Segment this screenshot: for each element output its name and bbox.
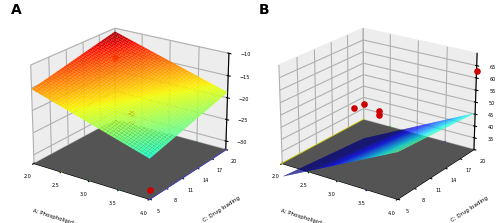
Y-axis label: C: Drug loading: C: Drug loading: [450, 195, 489, 223]
Text: A: A: [11, 3, 22, 17]
Y-axis label: C: Drug loading: C: Drug loading: [202, 195, 241, 223]
Text: B: B: [259, 3, 270, 17]
X-axis label: A: Phospholipid: zein ratio: A: Phospholipid: zein ratio: [32, 209, 102, 223]
X-axis label: A: Phospholipid: zein ratio: A: Phospholipid: zein ratio: [280, 209, 349, 223]
